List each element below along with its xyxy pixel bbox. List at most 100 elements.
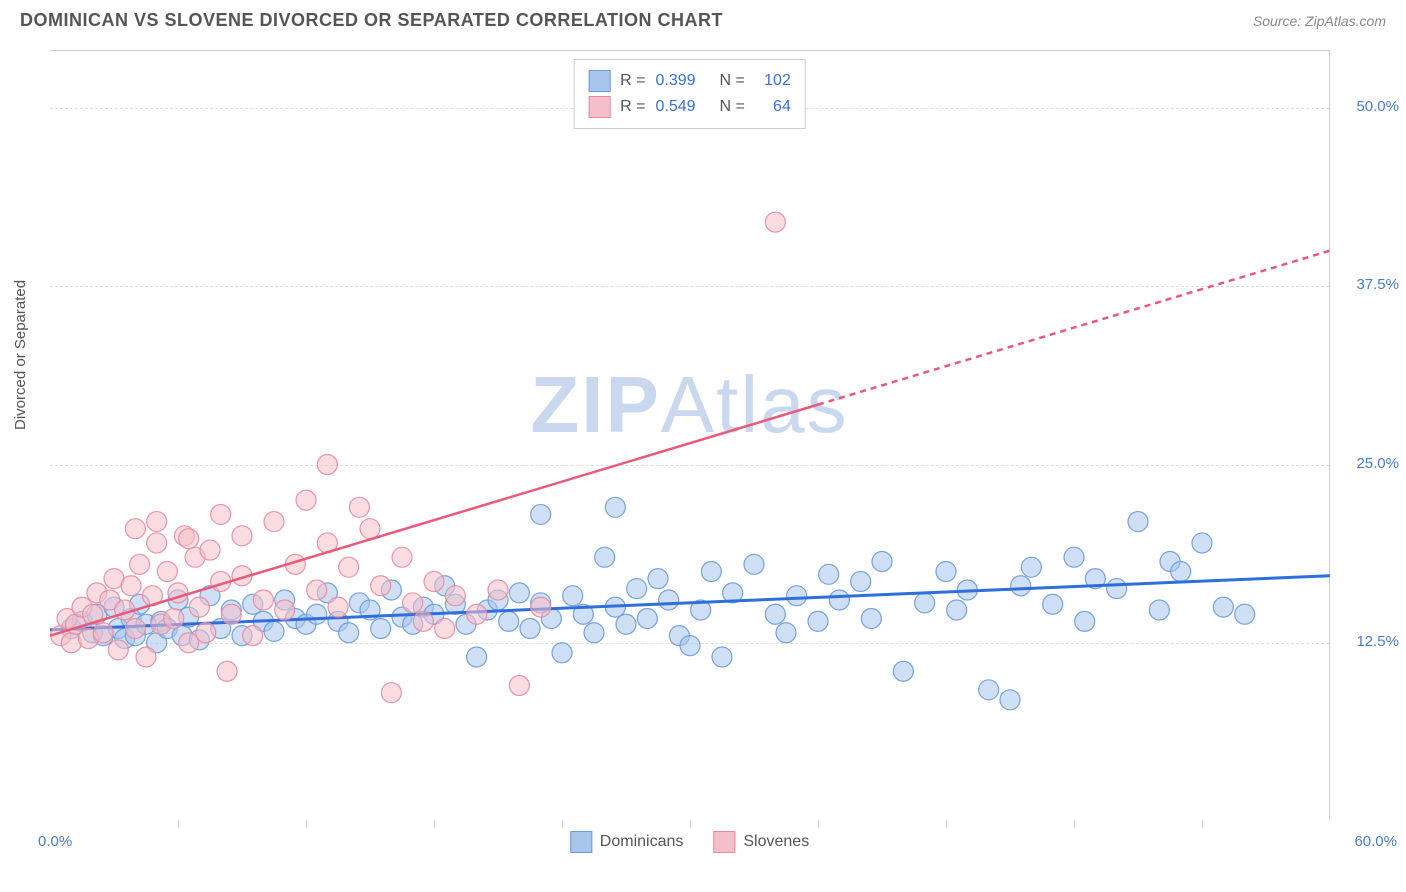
scatter-svg — [50, 51, 1330, 821]
data-point — [915, 593, 935, 613]
data-point — [413, 611, 433, 631]
data-point — [531, 504, 551, 524]
data-point — [947, 600, 967, 620]
data-point — [1043, 594, 1063, 614]
data-point — [147, 512, 167, 532]
data-point — [861, 609, 881, 629]
data-point — [371, 576, 391, 596]
data-point — [424, 571, 444, 591]
data-point — [531, 597, 551, 617]
data-point — [1011, 576, 1031, 596]
data-point — [108, 640, 128, 660]
data-point — [221, 604, 241, 624]
data-point — [317, 455, 337, 475]
data-point — [328, 597, 348, 617]
data-point — [829, 590, 849, 610]
x-tick-max: 60.0% — [1354, 833, 1397, 850]
data-point — [445, 586, 465, 606]
data-point — [659, 590, 679, 610]
data-point — [851, 571, 871, 591]
data-point — [217, 661, 237, 681]
data-point — [211, 504, 231, 524]
data-point — [616, 614, 636, 634]
legend-item: Slovenes — [713, 831, 809, 853]
data-point — [136, 647, 156, 667]
legend-label: Dominicans — [600, 833, 684, 851]
legend-item: Dominicans — [570, 831, 684, 853]
n-label: N = — [720, 72, 745, 90]
data-point — [701, 561, 721, 581]
data-point — [488, 580, 508, 600]
data-point — [93, 623, 113, 643]
data-point — [1064, 547, 1084, 567]
data-point — [121, 576, 141, 596]
legend-swatch — [588, 96, 610, 118]
data-point — [371, 619, 391, 639]
data-point — [648, 569, 668, 589]
data-point — [179, 529, 199, 549]
data-point — [893, 661, 913, 681]
data-point — [520, 619, 540, 639]
chart-header: DOMINICAN VS SLOVENE DIVORCED OR SEPARAT… — [0, 0, 1406, 36]
data-point — [605, 497, 625, 517]
data-point — [1000, 690, 1020, 710]
data-point — [509, 583, 529, 603]
data-point — [637, 609, 657, 629]
chart-plot-area: ZIPAtlas 12.5%25.0%37.5%50.0% 0.0% 60.0%… — [50, 50, 1330, 820]
data-point — [189, 597, 209, 617]
data-point — [1235, 604, 1255, 624]
data-point — [627, 579, 647, 599]
data-point — [264, 512, 284, 532]
correlation-legend-row: R =0.399N =102 — [588, 68, 791, 94]
data-point — [164, 609, 184, 629]
data-point — [125, 619, 145, 639]
x-tick-min: 0.0% — [38, 833, 72, 850]
data-point — [936, 561, 956, 581]
data-point — [264, 621, 284, 641]
data-point — [157, 561, 177, 581]
data-point — [509, 676, 529, 696]
data-point — [1107, 579, 1127, 599]
r-label: R = — [620, 98, 645, 116]
data-point — [349, 497, 369, 517]
correlation-legend: R =0.399N =102R =0.549N =64 — [573, 59, 806, 129]
r-label: R = — [620, 72, 645, 90]
data-point — [200, 540, 220, 560]
data-point — [808, 611, 828, 631]
data-point — [1075, 611, 1095, 631]
data-point — [467, 647, 487, 667]
series-legend: Dominicans Slovenes — [570, 831, 809, 853]
legend-swatch — [570, 831, 592, 853]
data-point — [307, 604, 327, 624]
n-label: N = — [720, 98, 745, 116]
y-tick-label: 12.5% — [1339, 633, 1399, 650]
data-point — [1192, 533, 1212, 553]
data-point — [776, 623, 796, 643]
r-value: 0.399 — [656, 72, 710, 90]
data-point — [595, 547, 615, 567]
data-point — [1149, 600, 1169, 620]
n-value: 64 — [755, 98, 791, 116]
data-point — [1213, 597, 1233, 617]
data-point — [275, 600, 295, 620]
data-point — [196, 623, 216, 643]
data-point — [499, 611, 519, 631]
y-tick-label: 37.5% — [1339, 276, 1399, 293]
r-value: 0.549 — [656, 98, 710, 116]
data-point — [712, 647, 732, 667]
data-point — [765, 604, 785, 624]
data-point — [381, 683, 401, 703]
data-point — [125, 519, 145, 539]
data-point — [680, 636, 700, 656]
data-point — [563, 586, 583, 606]
data-point — [360, 519, 380, 539]
data-point — [435, 619, 455, 639]
data-point — [296, 490, 316, 510]
data-point — [584, 623, 604, 643]
y-tick-label: 25.0% — [1339, 455, 1399, 472]
data-point — [872, 551, 892, 571]
data-point — [243, 626, 263, 646]
chart-title: DOMINICAN VS SLOVENE DIVORCED OR SEPARAT… — [20, 10, 723, 31]
data-point — [787, 586, 807, 606]
data-point — [467, 604, 487, 624]
